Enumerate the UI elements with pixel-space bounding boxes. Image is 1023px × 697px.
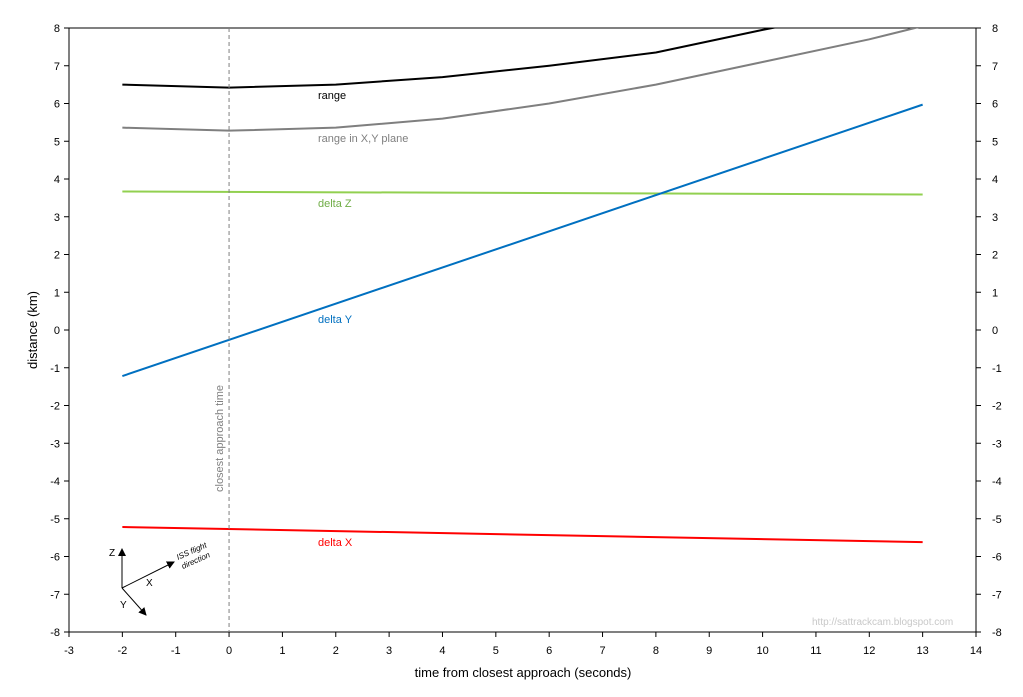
y-right-tick-label: -6 (992, 552, 1002, 564)
y-right-tick-label: -1 (992, 363, 1002, 375)
y-tick-label: -2 (50, 401, 60, 413)
y-right-tick-label: 1 (992, 287, 998, 299)
series-line-delta-x (122, 526, 923, 544)
y-right-tick-label: -5 (992, 514, 1002, 526)
x-tick-label: -2 (117, 645, 127, 657)
y-tick-label: -6 (50, 552, 60, 564)
y-right-tick-label: -3 (992, 438, 1002, 450)
y-tick-label: 8 (54, 23, 60, 35)
x-tick-label: 12 (863, 645, 875, 657)
y-right-tick-label: 4 (992, 174, 998, 186)
x-tick-label: 7 (599, 645, 605, 657)
series-line-range-in-x-y-plane (122, 28, 920, 132)
series-label-range: range (318, 90, 346, 102)
y-tick-label: 2 (54, 250, 60, 262)
y-right-tick-label: 5 (992, 136, 998, 148)
y-tick-label: 0 (54, 325, 60, 337)
inset-z-label: Z (109, 548, 115, 559)
y-tick-label: 7 (54, 61, 60, 73)
x-tick-label: 6 (546, 645, 552, 657)
inset-x-axis (121, 561, 175, 589)
y-tick-label: 4 (54, 174, 60, 186)
x-tick-label: 2 (333, 645, 339, 657)
x-axis-title: time from closest approach (seconds) (415, 665, 632, 680)
y-tick-label: 5 (54, 136, 60, 148)
y-axis-title: distance (km) (25, 291, 40, 369)
x-tick-label: -3 (64, 645, 74, 657)
y-right-tick-label: 7 (992, 61, 998, 73)
x-tick-label: 14 (970, 645, 982, 657)
series-layer (122, 28, 923, 544)
plot-area (68, 27, 977, 633)
x-tick-label: 4 (439, 645, 445, 657)
series-line-delta-z (122, 190, 923, 196)
x-tick-label: -1 (171, 645, 181, 657)
series-label-delta-y: delta Y (318, 314, 353, 326)
closest-approach-label: closest approach time (214, 385, 226, 492)
y-tick-label: -1 (50, 363, 60, 375)
y-right-tick-label: -8 (992, 627, 1002, 639)
y-tick-label: -8 (50, 627, 60, 639)
y-tick-label: -5 (50, 514, 60, 526)
series-label-delta-x: delta X (318, 537, 353, 549)
inset-y-label: Y (120, 600, 127, 611)
y-right-tick-label: 3 (992, 212, 998, 224)
x-tick-label: 9 (706, 645, 712, 657)
x-tick-label: 5 (493, 645, 499, 657)
y-tick-label: -7 (50, 589, 60, 601)
y-right-tick-label: 2 (992, 250, 998, 262)
y-right-tick-label: -4 (992, 476, 1002, 488)
x-tick-label: 8 (653, 645, 659, 657)
series-line-delta-y (122, 103, 923, 377)
x-tick-label: 1 (279, 645, 285, 657)
series-label-range-xy: range in X,Y plane (318, 133, 408, 145)
x-tick-label: 13 (917, 645, 929, 657)
x-tick-label: 11 (810, 645, 821, 657)
series-line-range (122, 28, 778, 89)
inset-x-label: X (146, 578, 153, 589)
watermark: http://sattrackcam.blogspot.com (812, 617, 953, 628)
y-tick-label: 3 (54, 212, 60, 224)
y-tick-label: 1 (54, 287, 60, 299)
x-tick-label: 3 (386, 645, 392, 657)
tick-layer: -3 -2 -1 0 1 2 3 4 5 6 7 8 9 10 11 12 13 14-8 -8-7 -7-6 -6-5… (50, 23, 1002, 657)
y-tick-label: -3 (50, 438, 60, 450)
y-right-tick-label: 8 (992, 23, 998, 35)
series-label-delta-z: delta Z (318, 198, 352, 210)
y-right-tick-label: -2 (992, 401, 1002, 413)
y-right-tick-label: 6 (992, 99, 998, 111)
x-tick-label: 0 (226, 645, 232, 657)
y-tick-label: 6 (54, 99, 60, 111)
inset-y-axis (121, 587, 147, 616)
x-tick-label: 10 (756, 645, 768, 657)
y-right-tick-label: -7 (992, 589, 1002, 601)
y-right-tick-label: 0 (992, 325, 998, 337)
y-tick-label: -4 (50, 476, 60, 488)
